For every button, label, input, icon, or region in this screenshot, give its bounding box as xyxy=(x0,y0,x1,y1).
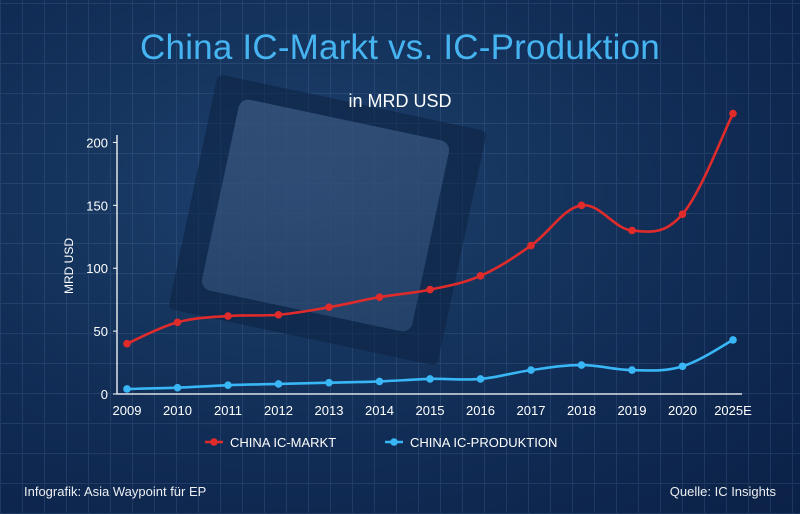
x-tick-label: 2018 xyxy=(567,403,596,418)
data-point-markt xyxy=(173,318,182,327)
data-point-markt xyxy=(325,303,333,312)
x-tick-label: 2017 xyxy=(517,403,546,418)
data-point-markt xyxy=(527,241,535,250)
legend-label-produktion: CHINA IC-PRODUKTION xyxy=(410,435,557,450)
data-point-markt xyxy=(224,312,232,320)
x-tick-label: 2012 xyxy=(264,403,293,418)
y-tick-label: 200 xyxy=(86,135,108,150)
legend-marker-produktion xyxy=(390,438,398,446)
x-tick-label: 2020 xyxy=(668,403,697,418)
x-tick-label: 2009 xyxy=(113,403,142,418)
data-point-produktion xyxy=(577,361,586,369)
series-line-markt xyxy=(126,112,735,345)
data-point-produktion xyxy=(729,336,737,344)
data-point-markt xyxy=(729,109,737,118)
x-tick-label: 2014 xyxy=(365,403,394,418)
data-point-markt xyxy=(274,310,283,319)
x-tick-label: 2015 xyxy=(416,403,445,418)
data-point-produktion xyxy=(527,366,535,374)
data-point-markt xyxy=(577,201,586,210)
chart-subtitle: in MRD USD xyxy=(348,91,452,111)
data-point-produktion xyxy=(426,375,434,383)
data-point-produktion xyxy=(224,381,232,389)
y-tick-label: 100 xyxy=(86,261,108,276)
footer-credit: Infografik: Asia Waypoint für EP xyxy=(24,484,207,499)
chart-series xyxy=(123,109,737,393)
y-tick-label: 0 xyxy=(101,387,108,402)
x-tick-label: 2010 xyxy=(163,403,192,418)
y-tick-label: 50 xyxy=(94,324,108,339)
y-axis-label: MRD USD xyxy=(62,238,76,294)
data-point-markt xyxy=(476,271,485,280)
footer-source: Quelle: IC Insights xyxy=(669,484,776,499)
data-point-produktion xyxy=(123,385,131,393)
chart-axes: 0 50 100 150 200 2009 2010 2011 2012 2013 2014 2015… xyxy=(62,135,752,418)
data-point-markt xyxy=(628,226,636,235)
data-point-produktion xyxy=(678,362,687,371)
legend-marker-markt xyxy=(210,438,218,446)
x-tick-label: 2011 xyxy=(214,403,242,418)
legend-label-markt: CHINA IC-MARKT xyxy=(230,435,336,450)
x-tick-label: 2013 xyxy=(315,403,344,418)
data-point-produktion xyxy=(274,380,283,388)
data-point-markt xyxy=(678,210,687,218)
data-point-produktion xyxy=(628,366,636,374)
data-point-produktion xyxy=(476,375,485,383)
chart-title: China IC-Markt vs. IC-Produktion xyxy=(140,28,660,67)
data-point-produktion xyxy=(375,377,384,386)
data-point-markt xyxy=(123,339,131,348)
x-tick-label: 2016 xyxy=(466,403,495,418)
data-point-markt xyxy=(426,285,434,294)
data-point-markt xyxy=(375,293,384,301)
x-tick-label: 2025E xyxy=(714,403,752,418)
y-tick-label: 150 xyxy=(86,198,108,213)
chart-legend: CHINA IC-MARKT CHINA IC-PRODUKTION xyxy=(205,435,557,450)
data-point-produktion xyxy=(173,383,182,392)
data-point-produktion xyxy=(325,378,333,387)
x-tick-label: 2019 xyxy=(618,403,647,418)
